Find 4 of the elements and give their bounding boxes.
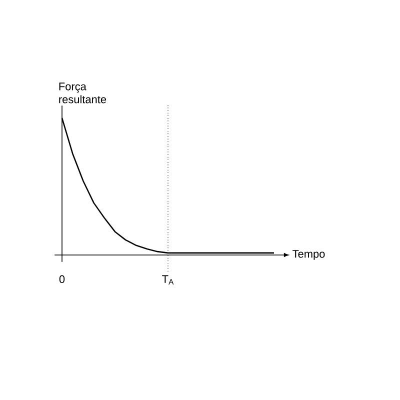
y-axis-title: Força resultante	[59, 82, 106, 104]
x-axis-title: Tempo	[292, 250, 325, 260]
x-tick-label: T$_{A}$	[162, 275, 174, 284]
x-tick-label: 0	[59, 275, 65, 284]
